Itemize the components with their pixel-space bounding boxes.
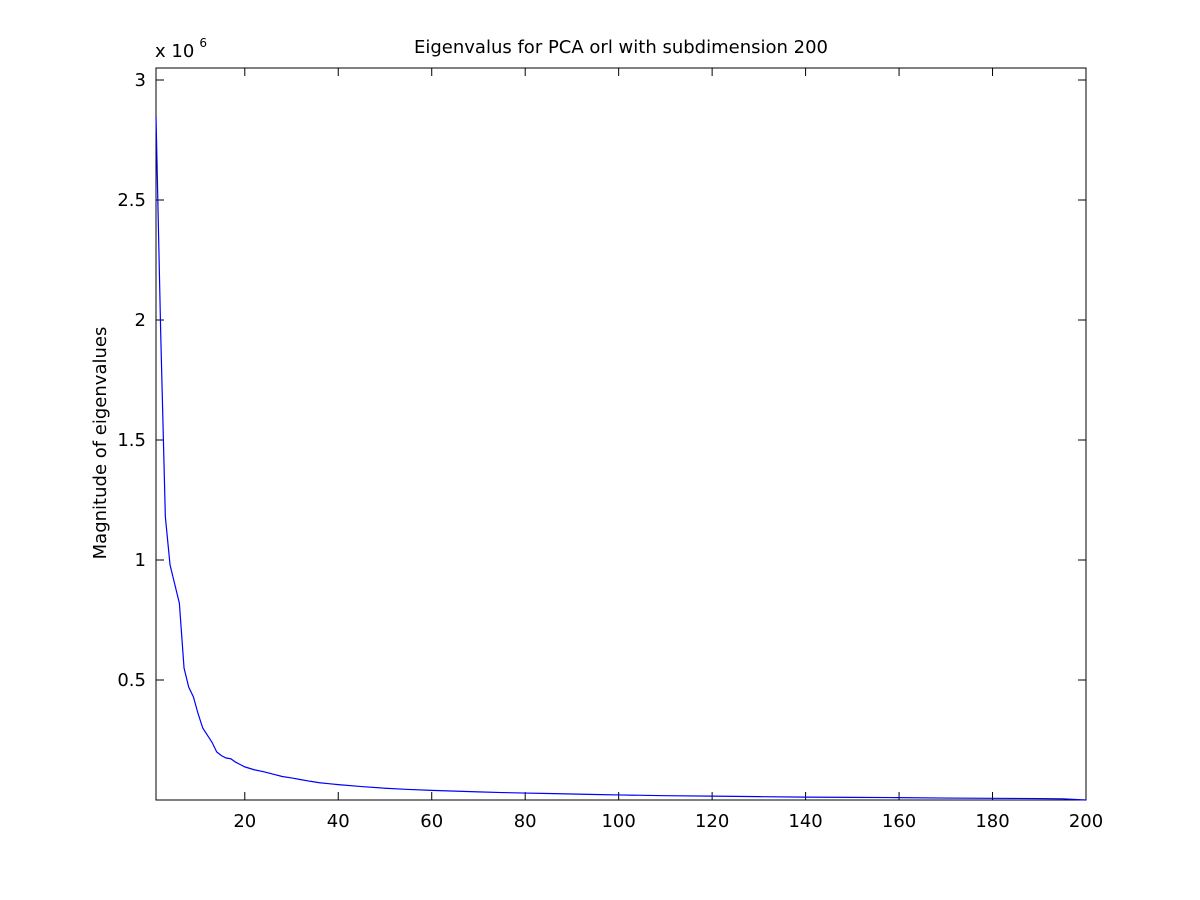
y-axis-ticks: 0.5 1 1.5 2 2.5 3: [117, 70, 1086, 691]
x-tick-label: 60: [420, 811, 443, 832]
chart-title: Eigenvalus for PCA orl with subdimension…: [414, 37, 828, 58]
y-axis-multiplier-base: x 10: [155, 41, 194, 62]
x-tick-label: 160: [882, 811, 916, 832]
x-tick-label: 180: [975, 811, 1009, 832]
y-tick-label: 1: [135, 550, 146, 571]
x-tick-label: 100: [601, 811, 635, 832]
y-tick-label: 2.5: [117, 190, 146, 211]
plot-area: 20 40 60 80 100 120 140 160 180 200 0.5 1 1.5 2 2.5 3: [117, 67, 1103, 832]
y-axis-multiplier-exponent: 6: [199, 36, 207, 50]
x-tick-label: 20: [233, 811, 256, 832]
x-tick-label: 40: [327, 811, 350, 832]
y-axis-label: Magnitude of eigenvalues: [90, 327, 111, 560]
x-tick-label: 200: [1069, 811, 1103, 832]
axes-box: [155, 67, 1087, 801]
x-tick-label: 140: [788, 811, 822, 832]
y-axis-multiplier: x 10 6: [155, 36, 207, 62]
y-tick-label: 2: [135, 310, 146, 331]
x-tick-label: 120: [695, 811, 729, 832]
y-tick-label: 3: [135, 70, 146, 91]
eigenvalue-series-line: [155, 115, 1087, 801]
y-tick-label: 1.5: [117, 430, 146, 451]
y-tick-label: 0.5: [117, 670, 146, 691]
x-axis-ticks: 20 40 60 80 100 120 140 160 180 200: [233, 68, 1103, 832]
x-tick-label: 80: [514, 811, 537, 832]
